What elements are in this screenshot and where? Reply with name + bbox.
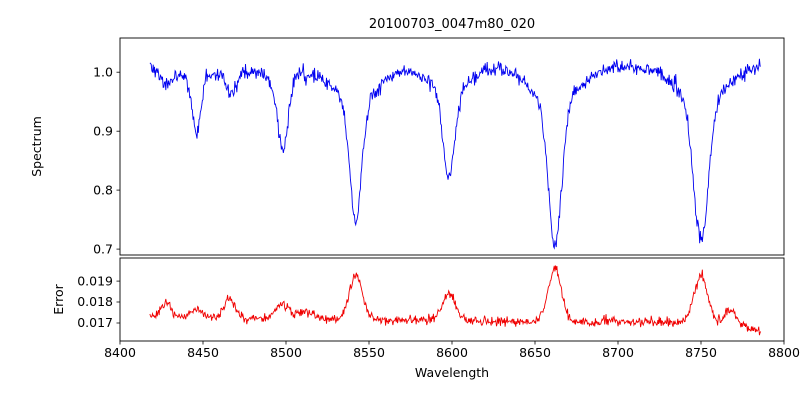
y-tick-label: 0.9 bbox=[93, 123, 113, 138]
y-axis-label-error: Error bbox=[51, 283, 66, 314]
axis-ticks: 8400 8450 8500 8550 8600 8650 8700 8750 8800 0.7 0… bbox=[77, 64, 800, 360]
error-panel-border bbox=[119, 257, 785, 342]
x-tick-label: 8450 bbox=[187, 345, 219, 360]
y-tick-label: 0.017 bbox=[77, 315, 113, 330]
x-axis-label: Wavelength bbox=[415, 365, 489, 380]
x-tick-label: 8600 bbox=[436, 345, 468, 360]
x-tick-label: 8550 bbox=[353, 345, 385, 360]
x-tick-label: 8650 bbox=[519, 345, 551, 360]
y-axis-label-spectrum: Spectrum bbox=[29, 116, 44, 177]
error-curve bbox=[149, 265, 762, 336]
x-tick-label: 8700 bbox=[602, 345, 634, 360]
y-tick-label: 0.018 bbox=[77, 294, 113, 309]
spectrum-curve bbox=[149, 58, 761, 250]
y-tick-label: 0.019 bbox=[77, 273, 113, 288]
chart-title: 20100703_0047m80_020 bbox=[369, 17, 535, 32]
y-tick-label: 0.8 bbox=[93, 182, 113, 197]
x-tick-label: 8400 bbox=[104, 345, 136, 360]
x-tick-label: 8750 bbox=[685, 345, 717, 360]
y-tick-label: 0.7 bbox=[93, 241, 113, 256]
spectrum-panel-border bbox=[119, 37, 785, 256]
y-tick-label: 1.0 bbox=[93, 64, 113, 79]
x-tick-label: 8800 bbox=[768, 345, 800, 360]
x-tick-label: 8500 bbox=[270, 345, 302, 360]
